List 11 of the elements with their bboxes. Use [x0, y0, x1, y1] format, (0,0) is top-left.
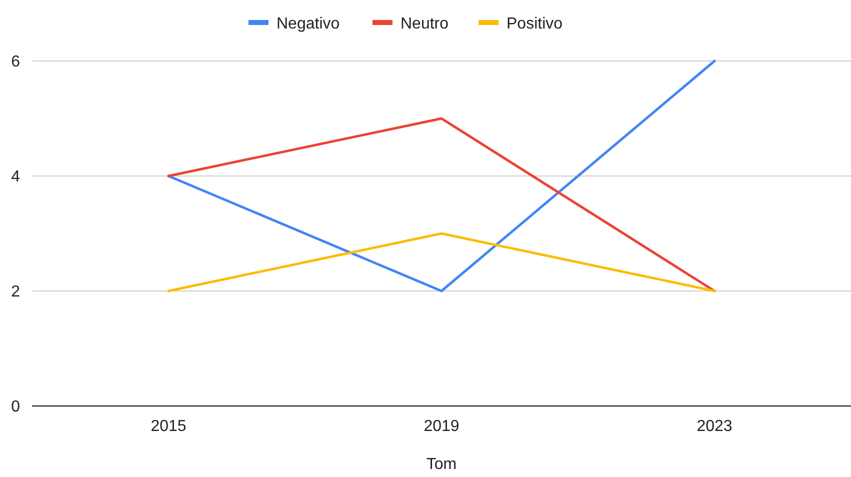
y-tick-label: 6	[11, 54, 20, 71]
y-tick-label: 2	[11, 284, 20, 301]
x-tick-label: 2015	[150, 418, 186, 435]
x-tick-label: 2023	[696, 418, 732, 435]
legend-label: Negativo	[276, 16, 340, 33]
x-tick-label: 2019	[424, 418, 460, 435]
y-tick-label: 4	[11, 168, 20, 186]
legend-label: Positivo	[506, 16, 563, 33]
legend-label: Neutro	[400, 16, 449, 33]
y-tick-label: 0	[11, 398, 20, 416]
x-axis-title: Tom	[426, 456, 457, 473]
